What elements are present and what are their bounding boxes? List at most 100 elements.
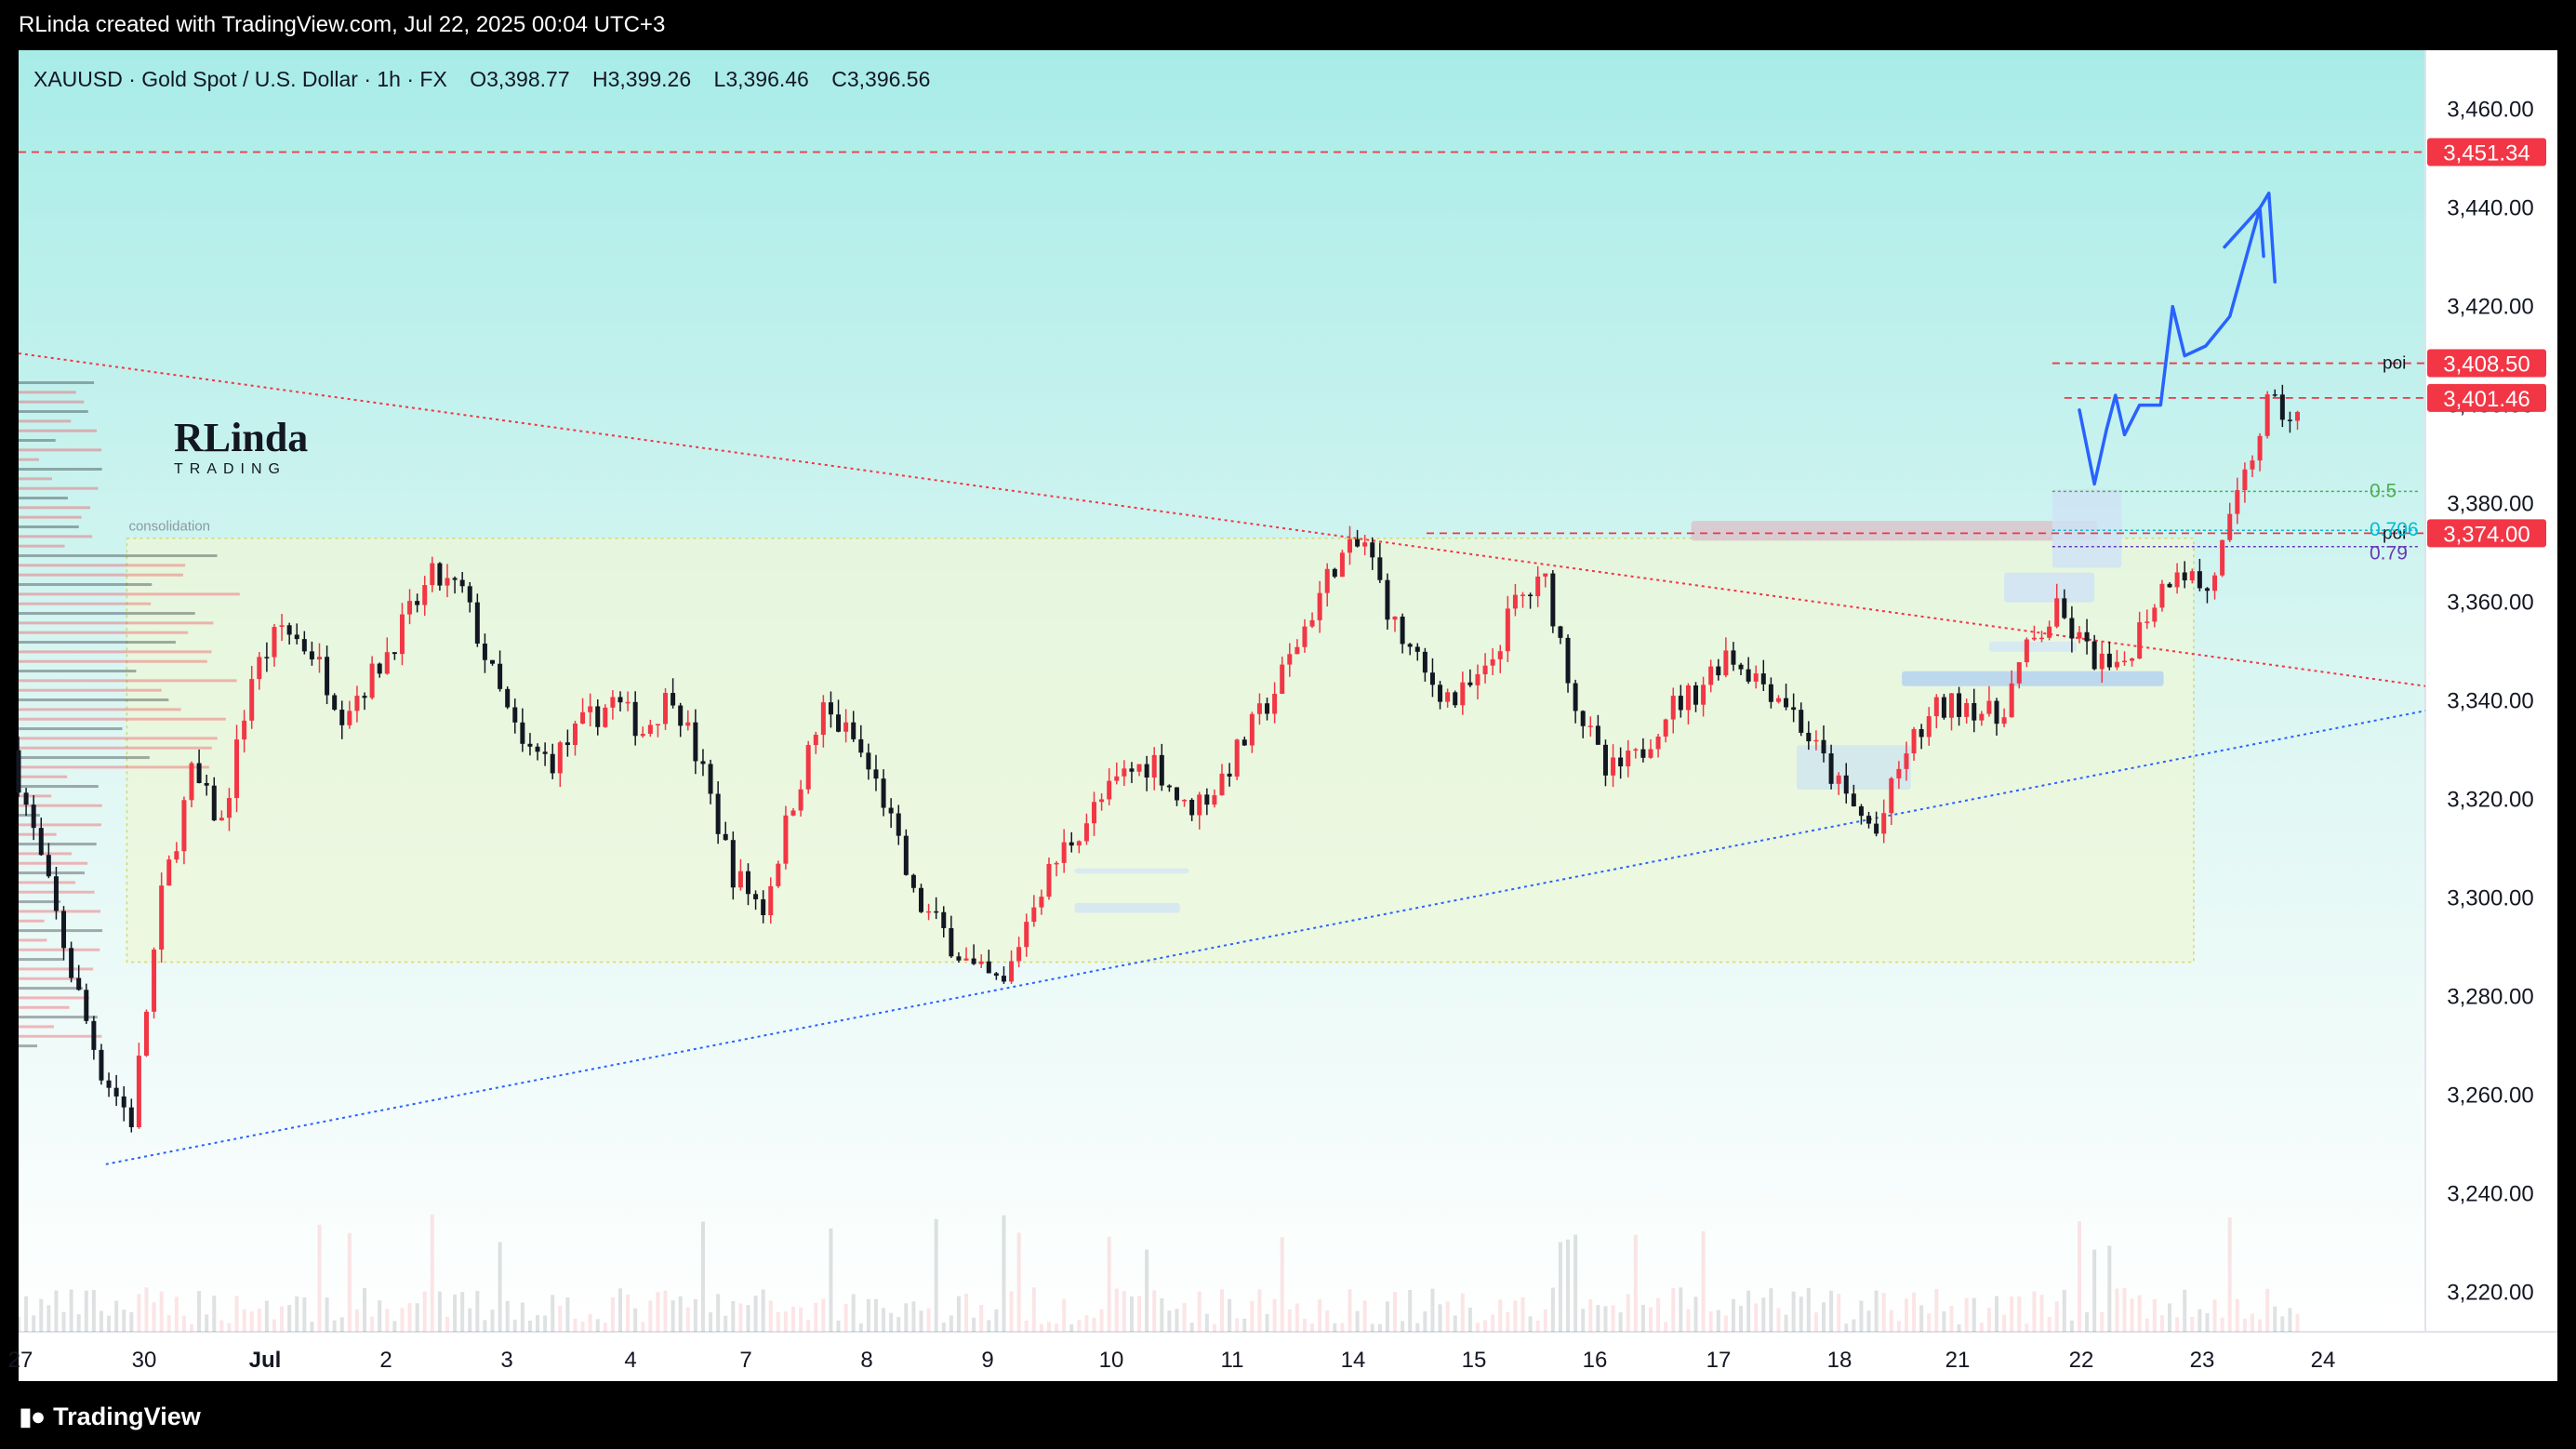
volume-bar <box>911 1301 916 1332</box>
candle-body <box>858 738 864 753</box>
volume-profile-bar <box>19 765 209 769</box>
volume-bar <box>1092 1317 1096 1332</box>
tradingview-logo[interactable]: ▮● TradingView <box>19 1400 201 1433</box>
volume-bar <box>1889 1309 1893 1332</box>
candle-body <box>1422 651 1427 673</box>
zone-block <box>1074 868 1189 874</box>
candle-body <box>84 990 89 1021</box>
consolidation-label: consolidation <box>128 519 210 535</box>
candle-body <box>1159 754 1164 786</box>
volume-bar <box>69 1289 73 1332</box>
candle-body <box>1490 658 1495 666</box>
candle-body <box>264 657 270 658</box>
candle-body <box>1941 697 1946 718</box>
candle-body <box>16 750 21 793</box>
volume-profile-bar <box>19 717 226 721</box>
candle-body <box>1302 626 1308 647</box>
candle-body <box>490 659 496 664</box>
price-label-text: 3,374.00 <box>2443 522 2530 547</box>
candle-body <box>2295 411 2301 421</box>
volume-bar <box>776 1311 780 1332</box>
zone-block <box>1796 745 1911 790</box>
candle-body <box>1453 692 1458 706</box>
volume-bar <box>437 1291 442 1332</box>
volume-bar <box>1671 1287 1676 1332</box>
volume-bar <box>573 1318 578 1332</box>
volume-bar <box>2183 1289 2187 1332</box>
candle-body <box>1618 757 1624 767</box>
volume-bar <box>2168 1303 2172 1332</box>
volume-bar <box>520 1302 524 1332</box>
volume-bar <box>17 1316 20 1332</box>
candle-body <box>2264 394 2270 436</box>
candle-body <box>2077 631 2082 639</box>
volume-bar <box>174 1296 179 1332</box>
volume-profile-bar <box>19 1005 70 1009</box>
candle-body <box>1889 778 1894 814</box>
volume-bar <box>1791 1291 1796 1332</box>
candle-body <box>211 785 217 821</box>
volume-bar <box>1986 1308 1991 1332</box>
volume-profile-bar <box>19 900 61 904</box>
volume-bar <box>527 1320 532 1332</box>
volume-profile-bar <box>19 621 214 625</box>
volume-bar <box>580 1321 585 1332</box>
volume-bar <box>114 1300 119 1332</box>
candle-body <box>1994 700 1999 724</box>
volume-bar <box>1415 1323 1420 1332</box>
candle-body <box>1136 764 1142 772</box>
volume-bar <box>603 1323 607 1332</box>
candle-body <box>1573 683 1578 711</box>
symbol-name[interactable]: XAUUSD · Gold Spot / U.S. Dollar · 1h · … <box>33 67 447 91</box>
candle-body <box>1587 725 1593 727</box>
volume-bar <box>1881 1293 1886 1332</box>
volume-profile-bar <box>19 832 57 836</box>
candle-body <box>2279 394 2285 420</box>
candle-body <box>1024 922 1029 948</box>
volume-profile-bar <box>19 688 162 692</box>
volume-profile-bar <box>19 861 88 865</box>
volume-profile-bar <box>19 525 79 529</box>
volume-bar <box>2242 1318 2247 1332</box>
volume-bar <box>671 1300 675 1332</box>
candle-body <box>1550 573 1556 627</box>
volume-bar <box>768 1300 773 1332</box>
volume-profile-bar <box>19 448 102 452</box>
candle-body <box>219 818 224 821</box>
candle-body <box>1933 697 1939 717</box>
volume-bar <box>783 1311 788 1332</box>
price-axis: 3,460.003,440.003,420.003,400.003,380.00… <box>2447 98 2533 1306</box>
candle-body <box>700 761 706 764</box>
candle-body <box>1775 698 1781 702</box>
candle-body <box>2227 513 2233 540</box>
candle-body <box>1076 841 1082 846</box>
volume-bar <box>1189 1323 1194 1332</box>
candle-body <box>2031 637 2037 640</box>
candle-body <box>1948 693 1954 718</box>
volume-profile-bar <box>19 506 91 510</box>
volume-bar <box>1927 1313 1932 1332</box>
candle-body <box>2016 662 2022 684</box>
candle-body <box>1505 608 1510 652</box>
candle-body <box>482 643 487 660</box>
symbol-legend: XAUUSD · Gold Spot / U.S. Dollar · 1h · … <box>33 67 947 92</box>
candle-body <box>430 563 435 586</box>
candle-body <box>1467 682 1473 685</box>
y-tick-label: 3,300.00 <box>2447 886 2533 911</box>
candle-body <box>617 697 623 703</box>
volume-profile-bar <box>19 554 218 558</box>
volume-bar <box>1280 1237 1284 1332</box>
volume-bar <box>1145 1249 1149 1332</box>
volume-profile-bar <box>19 698 169 702</box>
volume-bar <box>1377 1323 1382 1332</box>
volume-bar <box>618 1288 622 1332</box>
volume-bar <box>1837 1294 1841 1332</box>
volume-profile-bar <box>19 1044 37 1048</box>
volume-bar <box>1852 1319 1856 1332</box>
volume-bar <box>1182 1303 1187 1332</box>
candle-body <box>1911 728 1917 754</box>
candle-body <box>1716 666 1721 676</box>
volume-bar <box>829 1228 833 1332</box>
candle-body <box>993 973 999 977</box>
